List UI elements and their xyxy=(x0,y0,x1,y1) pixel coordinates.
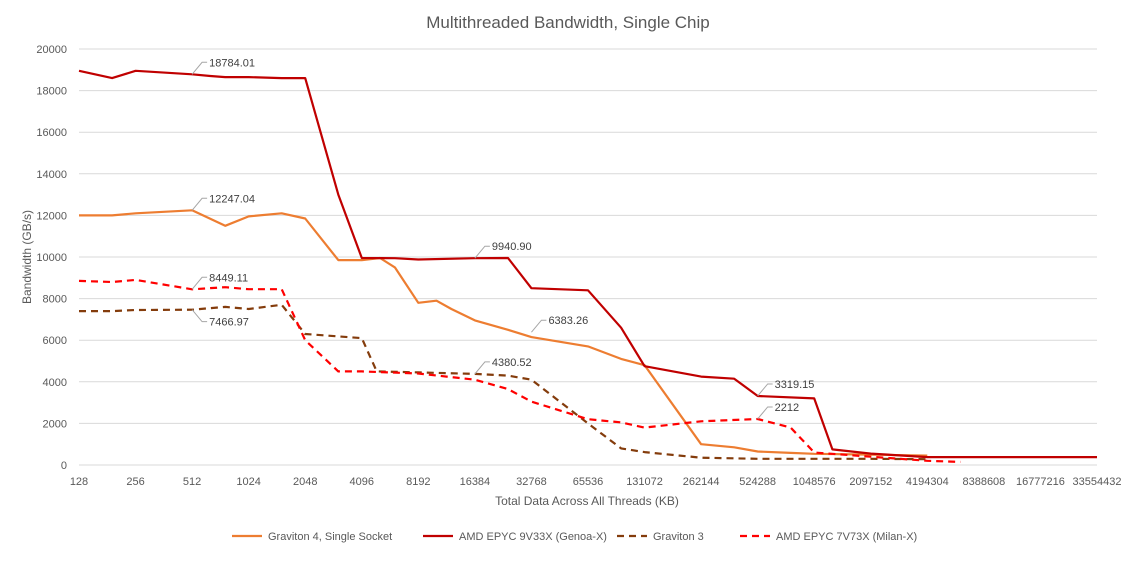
annotation-leader xyxy=(474,361,490,375)
chart-title: Multithreaded Bandwidth, Single Chip xyxy=(426,13,710,32)
annotation-leader xyxy=(757,406,773,420)
legend-label: Graviton 4, Single Socket xyxy=(268,531,392,543)
data-label: 8449.11 xyxy=(209,272,248,284)
y-axis-ticks: 0 2000 4000 6000 8000 10000 12000 14000 16000 180… xyxy=(36,44,67,472)
legend-label: AMD EPYC 7V73X (Milan-X) xyxy=(776,531,917,543)
x-axis-ticks: 128 256 512 1024 2048 4096 8192 16384 32768 65536… xyxy=(70,476,1122,488)
y-tick-label: 0 xyxy=(61,460,67,472)
y-tick-label: 4000 xyxy=(43,377,67,389)
y-tick-label: 12000 xyxy=(36,210,67,222)
x-axis-label: Total Data Across All Threads (KB) xyxy=(495,494,679,508)
annotation-leader xyxy=(474,245,490,259)
y-tick-label: 6000 xyxy=(43,335,67,347)
series-line xyxy=(79,303,928,461)
y-tick-label: 16000 xyxy=(36,127,67,139)
data-label: 9940.90 xyxy=(492,241,532,253)
annotation-leader xyxy=(191,61,208,75)
data-label: 4380.52 xyxy=(492,357,532,369)
series-line xyxy=(78,278,961,463)
x-tick-label: 33554432 xyxy=(1073,476,1122,488)
legend-label: AMD EPYC 9V33X (Genoa-X) xyxy=(459,531,607,543)
x-tick-label: 256 xyxy=(126,476,144,488)
x-tick-label: 65536 xyxy=(573,476,604,488)
legend: Graviton 4, Single Socket AMD EPYC 9V33X … xyxy=(232,531,917,543)
x-tick-label: 16384 xyxy=(460,476,491,488)
x-tick-label: 2097152 xyxy=(849,476,892,488)
series-line xyxy=(78,69,1097,459)
data-annotations: 18784.01 12247.04 9940.90 8449.11 7466.97 638… xyxy=(191,57,815,420)
y-tick-label: 10000 xyxy=(36,252,67,264)
y-tick-label: 2000 xyxy=(43,418,67,430)
x-tick-label: 262144 xyxy=(683,476,720,488)
x-tick-label: 4096 xyxy=(350,476,374,488)
y-tick-label: 20000 xyxy=(36,44,67,56)
x-tick-label: 512 xyxy=(183,476,201,488)
data-label: 12247.04 xyxy=(209,193,255,205)
data-label: 2212 xyxy=(775,402,799,414)
annotation-leader xyxy=(191,309,208,323)
x-tick-label: 8388608 xyxy=(962,476,1005,488)
annotation-leader xyxy=(191,197,208,211)
y-tick-label: 8000 xyxy=(43,294,67,306)
x-tick-label: 32768 xyxy=(516,476,547,488)
annotation-leader xyxy=(531,319,547,333)
data-label: 7466.97 xyxy=(209,317,249,329)
x-tick-label: 8192 xyxy=(406,476,430,488)
data-label: 18784.01 xyxy=(209,57,255,69)
x-tick-label: 2048 xyxy=(293,476,317,488)
x-tick-label: 16777216 xyxy=(1016,476,1065,488)
y-axis-label: Bandwidth (GB/s) xyxy=(20,210,34,304)
x-tick-label: 1048576 xyxy=(793,476,836,488)
y-tick-label: 18000 xyxy=(36,86,67,98)
data-label: 6383.26 xyxy=(548,315,588,327)
x-tick-label: 4194304 xyxy=(906,476,949,488)
y-tick-label: 14000 xyxy=(36,169,67,181)
x-tick-label: 1024 xyxy=(236,476,260,488)
x-tick-label: 128 xyxy=(70,476,88,488)
annotation-leader xyxy=(191,276,208,290)
legend-label: Graviton 3 xyxy=(653,531,704,543)
series-lines xyxy=(78,69,1097,463)
data-label: 3319.15 xyxy=(775,379,815,391)
x-tick-label: 524288 xyxy=(739,476,776,488)
x-tick-label: 131072 xyxy=(626,476,663,488)
annotation-leader xyxy=(757,383,773,397)
series-line xyxy=(79,209,928,457)
gridlines xyxy=(79,48,1097,424)
